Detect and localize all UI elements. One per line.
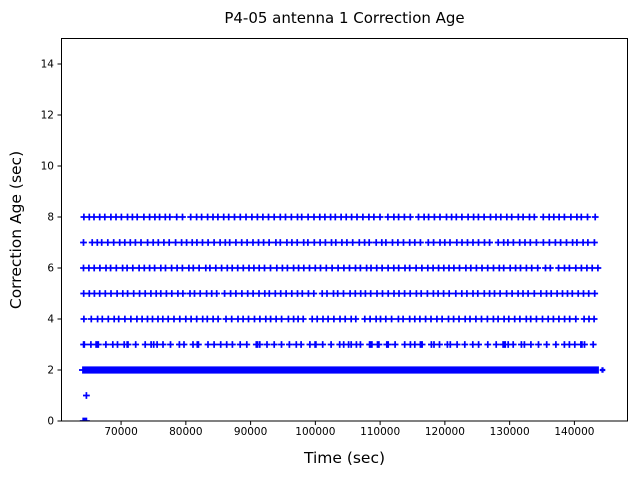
data-markers [79,213,606,421]
y-tick-label: 14 [41,59,55,71]
plot-area [61,38,628,422]
x-tick-label: 100000 [295,426,335,438]
y-axis-label: Correction Age (sec) [7,150,25,310]
data-row-age-8 [80,213,599,221]
x-tick-label: 130000 [490,426,530,438]
x-tick-label: 140000 [554,426,594,438]
y-tick-label: 0 [47,416,54,428]
y-tick-label: 10 [41,161,54,173]
x-axis-label: Time (sec) [303,449,386,467]
data-row-age-4 [80,315,598,323]
data-row-age-6 [80,264,602,272]
data-band-left-edge [79,369,83,371]
data-point-age-2 [599,367,606,373]
y-tick-label: 2 [47,365,54,377]
x-tick-label: 90000 [234,426,267,438]
data-row-age-3 [80,341,597,348]
y-tick-label: 6 [47,263,54,275]
x-tick-label: 70000 [104,426,137,438]
data-row-age-5 [80,290,599,297]
data-points-age-1 [83,392,90,399]
chart-title: P4-05 antenna 1 Correction Age [224,9,465,27]
data-band-age-2 [82,366,599,374]
y-tick-label: 8 [47,212,54,224]
x-tick-label: 110000 [360,426,400,438]
data-row-age-7 [80,239,598,246]
x-tick-label: 80000 [169,426,202,438]
y-tick-label: 4 [47,314,54,326]
y-tick-label: 12 [41,110,54,122]
x-tick-label: 120000 [425,426,465,438]
